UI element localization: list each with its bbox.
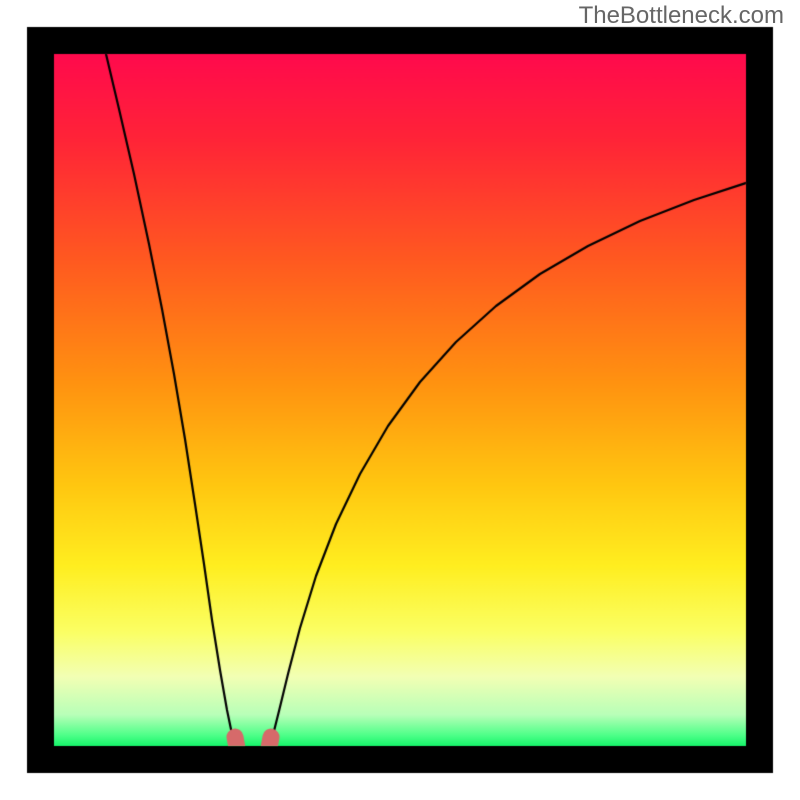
watermark-text: TheBottleneck.com xyxy=(579,2,784,30)
bottleneck-curve-layer xyxy=(0,0,800,800)
chart-stage: TheBottleneck.com xyxy=(0,0,800,800)
